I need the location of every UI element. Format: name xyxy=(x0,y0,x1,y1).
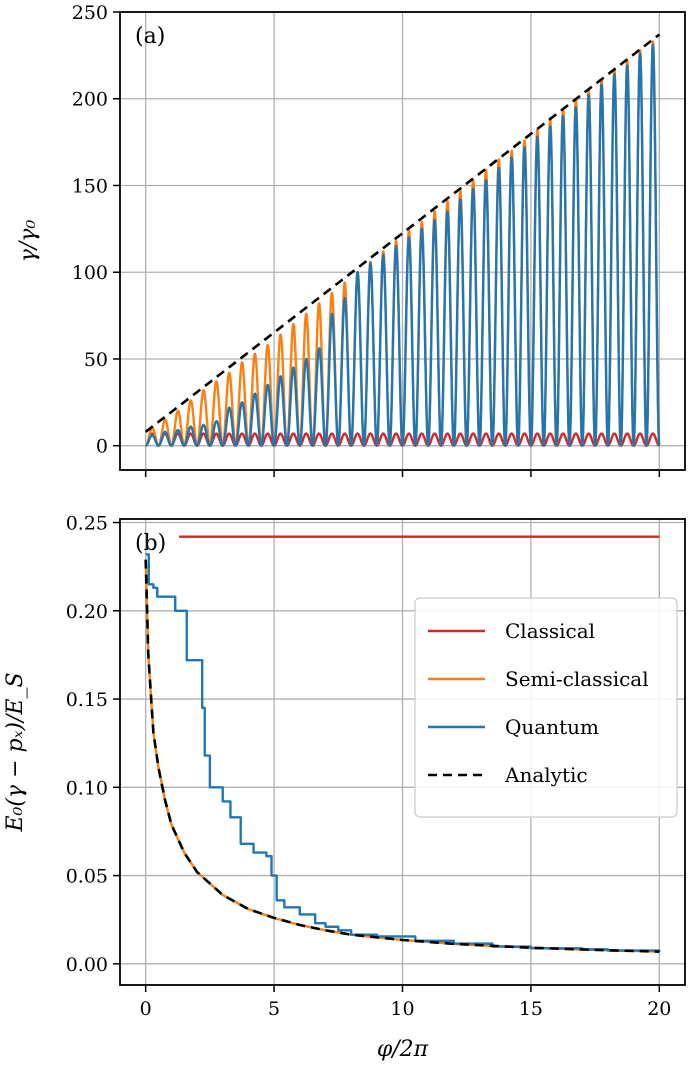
panel-b-xtick-label-4: 20 xyxy=(647,998,671,1020)
panel-b-xtick-label-1: 5 xyxy=(268,998,280,1020)
panel-b-ytick-label-3: 0.15 xyxy=(66,689,108,711)
panel-b-series-analytic xyxy=(144,559,660,953)
panel-a-ylabel: γ/γ₀ xyxy=(16,220,41,263)
panel-b-label: (b) xyxy=(135,531,166,556)
panel-b-series-quantum xyxy=(145,553,661,952)
legend-label-quantum: Quantum xyxy=(505,715,599,739)
panel-b-ytick-label-0: 0.00 xyxy=(66,954,108,976)
legend-box xyxy=(414,597,678,818)
panel-b-series-group xyxy=(144,535,661,953)
panel-b-xtick-label-3: 15 xyxy=(519,998,543,1020)
legend-label-classical: Classical xyxy=(505,619,595,643)
panel-a: 0 50 100 150 200 250 γ/γ₀ (a) xyxy=(16,2,686,477)
panel-a-ytick-label-5: 250 xyxy=(72,2,108,24)
panel-a-ytick-label-4: 200 xyxy=(72,89,108,111)
panel-b: 0 5 10 15 20 0.00 0.05 0.10 0.15 0.20 0.25 E₀(γ − p… xyxy=(3,513,686,1062)
panel-a-ytick-label-2: 100 xyxy=(72,262,108,284)
panel-b-ytick-label-2: 0.10 xyxy=(66,777,108,799)
panel-a-ytick-label-3: 150 xyxy=(72,175,108,197)
panel-b-xtick-label-2: 10 xyxy=(390,998,414,1020)
panel-b-ytick-label-4: 0.20 xyxy=(66,601,108,623)
panel-b-xlabel: φ/2π xyxy=(377,1037,429,1062)
panel-b-xtick-label-0: 0 xyxy=(140,998,152,1020)
legend-label-semi-classical: Semi-classical xyxy=(505,667,649,691)
legend-label-analytic: Analytic xyxy=(504,763,588,787)
panel-b-ytick-label-1: 0.05 xyxy=(66,866,108,888)
panel-a-ytick-label-1: 50 xyxy=(84,349,108,371)
panel-b-ytick-label-5: 0.25 xyxy=(66,513,108,535)
panel-a-label: (a) xyxy=(135,24,165,49)
panel-a-series-quantum xyxy=(144,43,661,447)
panel-a-series-group xyxy=(144,33,661,447)
panel-b-ylabel: E₀(γ − pₓ)/E_S xyxy=(3,672,28,832)
panel-a-series-analytic xyxy=(144,33,661,433)
legend: Classical Semi-classical Quantum Analytic xyxy=(414,597,678,818)
panel-a-ytick-label-0: 0 xyxy=(96,436,108,458)
